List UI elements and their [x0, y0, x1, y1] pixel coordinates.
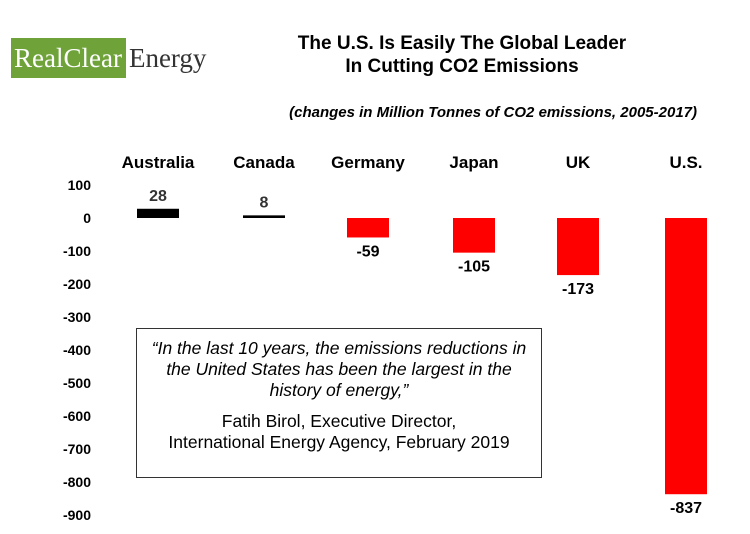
data-label: 28: [149, 188, 167, 205]
chart-title-line-2: In Cutting CO2 Emissions: [345, 56, 579, 77]
y-tick-label: -900: [63, 507, 91, 523]
bar: [347, 218, 389, 238]
data-label: -173: [562, 281, 594, 298]
chart-subtitle: (changes in Million Tonnes of CO2 emissi…: [289, 104, 697, 121]
y-tick-label: -600: [63, 408, 91, 424]
data-label: -837: [670, 500, 702, 517]
chart-title-line-1: The U.S. Is Easily The Global Leader: [297, 33, 627, 54]
logo-energy: Energy: [128, 42, 207, 73]
data-label: -105: [458, 259, 490, 276]
quote-attribution: Fatih Birol, Executive Director, Interna…: [137, 411, 541, 453]
logo-realclear: RealClear: [11, 38, 126, 78]
quote-attribution-line-2: International Energy Agency, February 20…: [168, 432, 510, 452]
chart-title: The U.S. Is Easily The Global Leader In …: [238, 32, 686, 78]
category-label: Australia: [122, 153, 195, 172]
quote-attribution-line-1: Fatih Birol, Executive Director,: [221, 411, 457, 431]
category-label: UK: [566, 153, 591, 172]
bar: [453, 218, 495, 253]
y-tick-label: -400: [63, 342, 91, 358]
category-label: Canada: [233, 153, 295, 172]
y-tick-label: -500: [63, 375, 91, 391]
quote-text: “In the last 10 years, the emissions red…: [151, 338, 527, 400]
y-tick-label: -100: [63, 243, 91, 259]
realclearenergy-logo: RealClear Energy: [11, 38, 209, 78]
category-label: U.S.: [669, 153, 702, 172]
quote-box: “In the last 10 years, the emissions red…: [136, 328, 542, 478]
y-tick-label: 100: [68, 177, 92, 193]
bar: [557, 218, 599, 276]
y-tick-label: -200: [63, 276, 91, 292]
category-label: Germany: [331, 153, 405, 172]
y-tick-label: -700: [63, 441, 91, 457]
bar: [665, 218, 707, 495]
data-label: -59: [356, 243, 379, 260]
bar: [137, 208, 179, 218]
y-tick-label: -800: [63, 474, 91, 490]
category-label: Japan: [449, 153, 498, 172]
bar: [243, 215, 285, 218]
y-tick-label: -300: [63, 309, 91, 325]
data-label: 8: [260, 194, 269, 211]
y-tick-label: 0: [83, 210, 91, 226]
